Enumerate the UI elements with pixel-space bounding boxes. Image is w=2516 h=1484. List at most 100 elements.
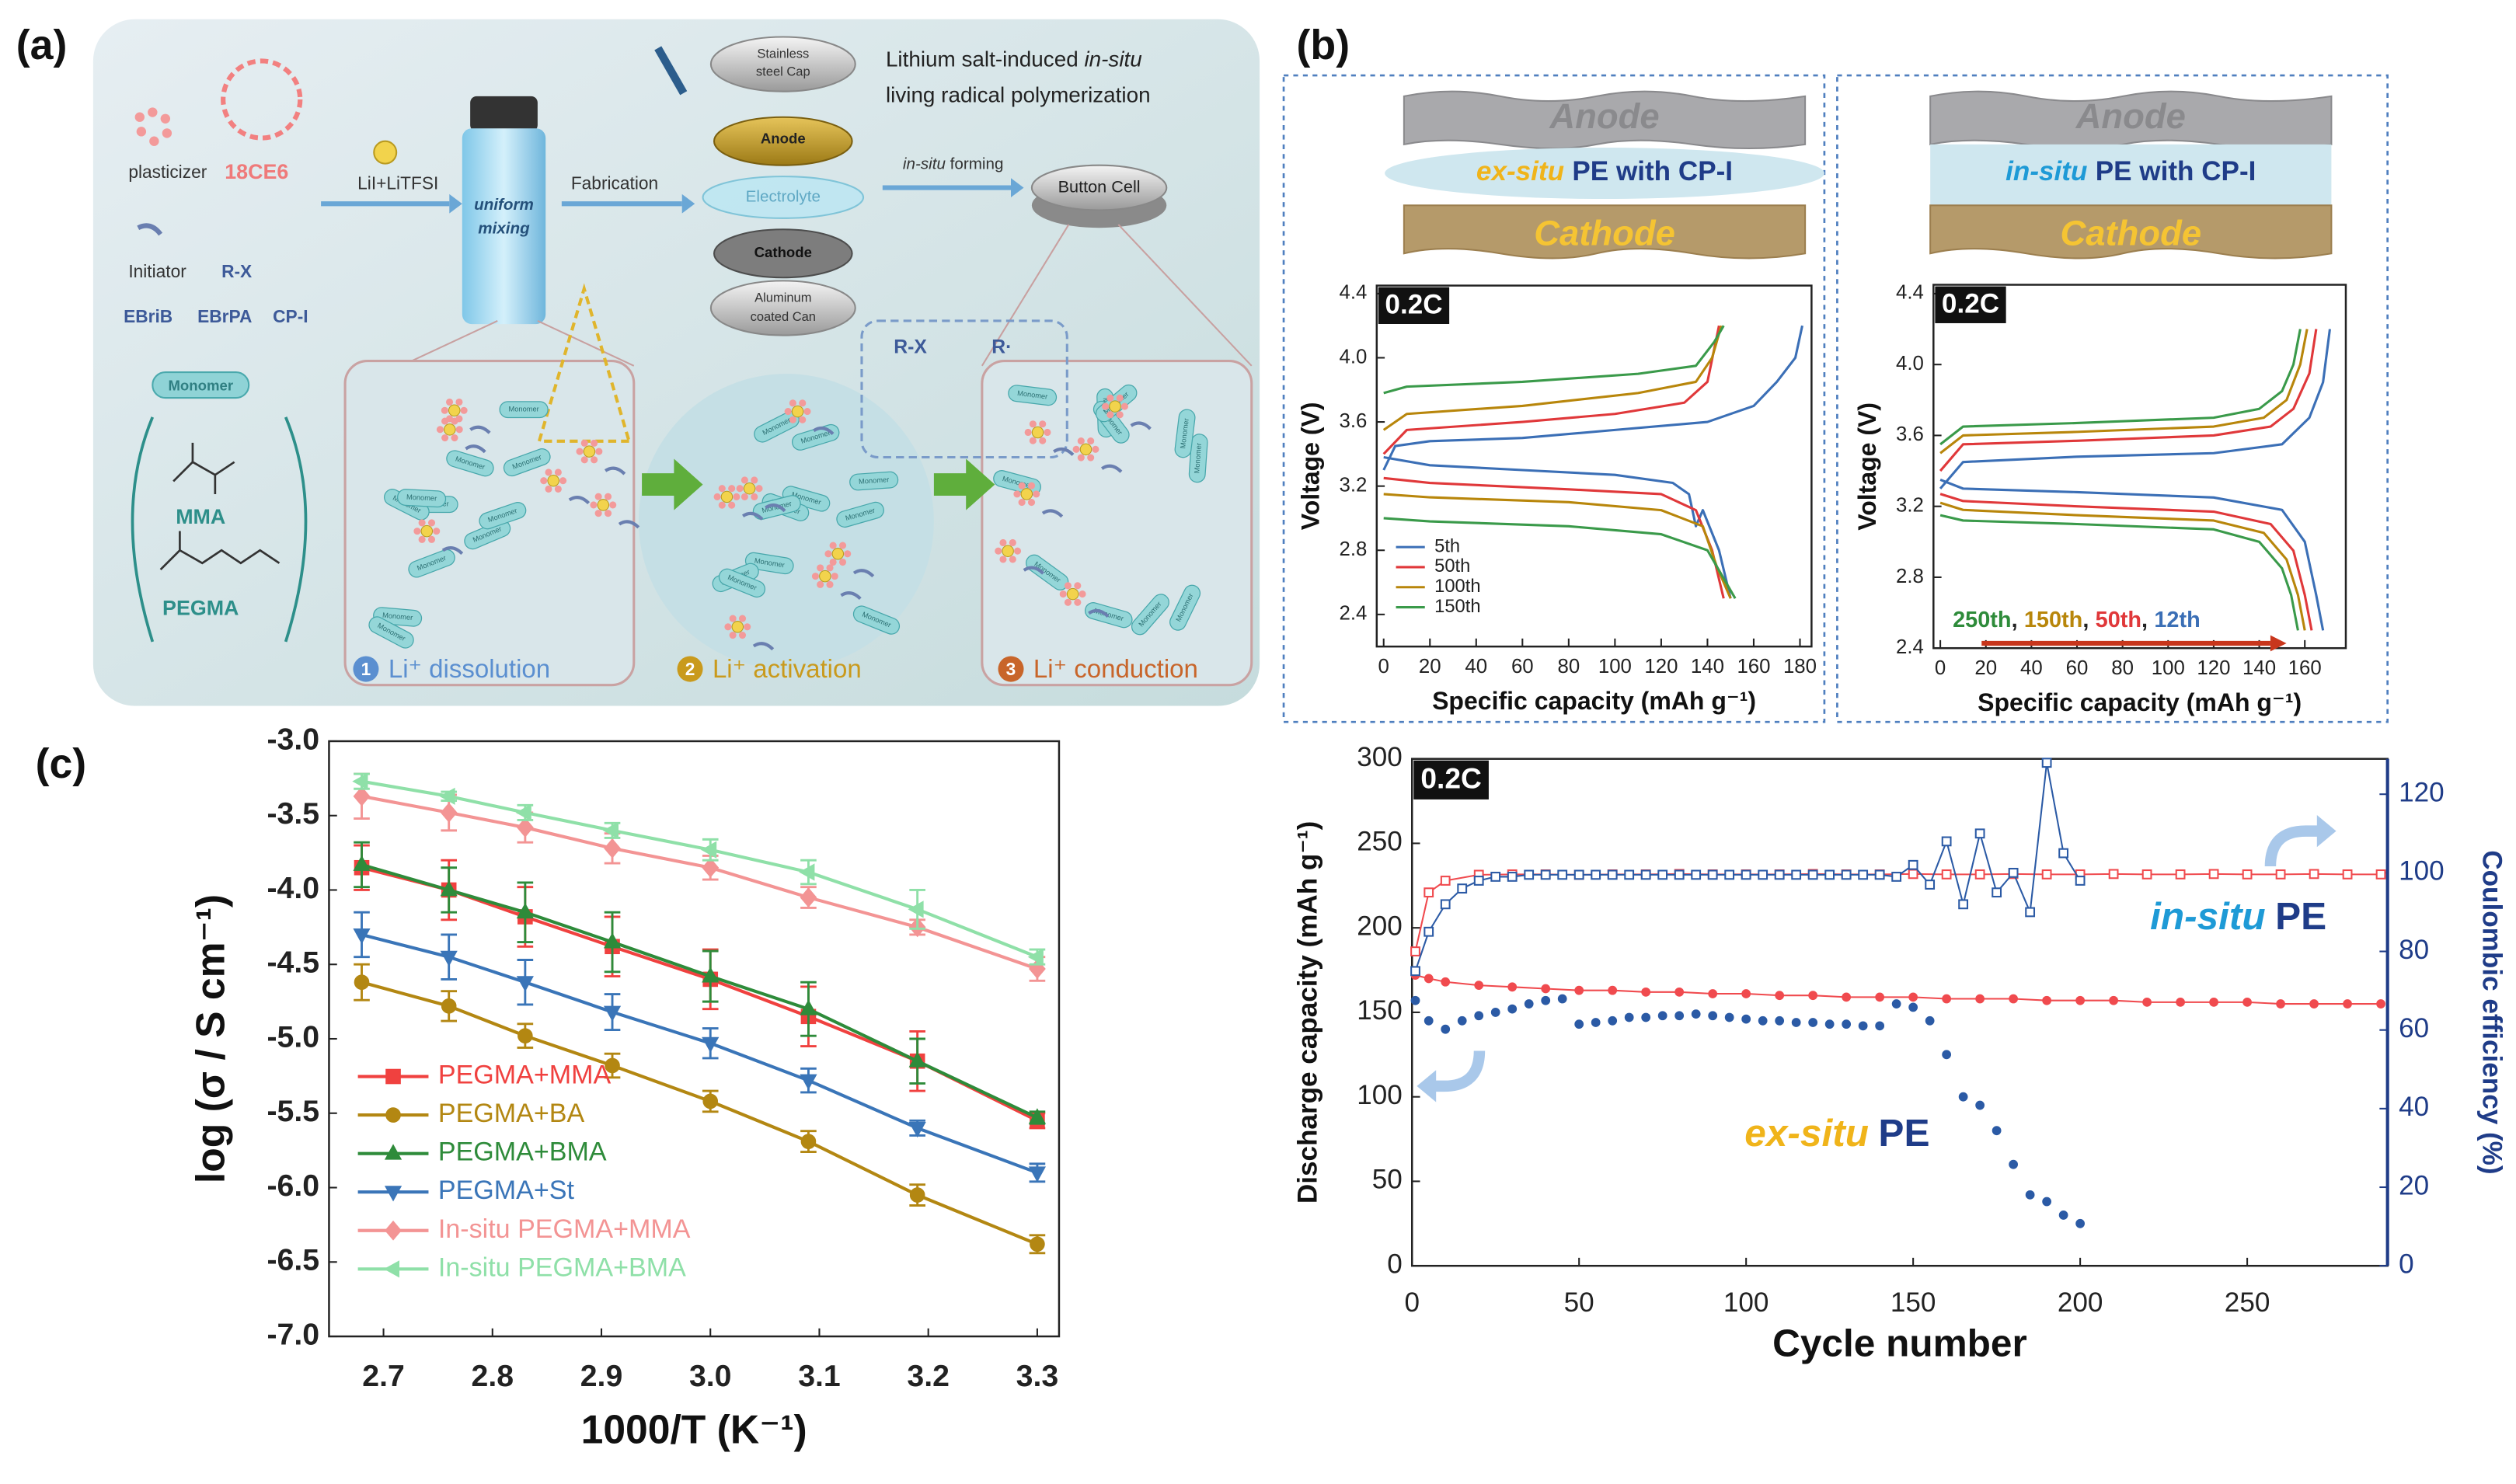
marker <box>1941 869 1952 880</box>
plasticizer-dot <box>545 485 552 493</box>
legend-label: In-situ PEGMA+MMA <box>438 1214 691 1244</box>
plasticizer-dot <box>817 564 824 572</box>
marker <box>1591 869 1601 880</box>
marker <box>1540 869 1551 880</box>
marker <box>1440 899 1451 910</box>
plot-frame <box>1410 758 2389 1267</box>
axis-arrow <box>1417 1070 1437 1103</box>
marker <box>1507 1004 1518 1014</box>
crown-ether-icon <box>221 58 303 141</box>
plasticizer-icon <box>134 107 172 146</box>
marker <box>1741 869 1751 880</box>
y2-tick-label: 20 <box>2399 1170 2429 1200</box>
plasticizer-dot <box>418 519 426 527</box>
x-tick-label: 120 <box>1644 656 1678 678</box>
plasticizer-dot <box>1079 590 1086 598</box>
series-line <box>1939 329 2309 631</box>
marker <box>1641 987 1651 997</box>
marker <box>1541 984 1551 994</box>
marker <box>385 1068 401 1085</box>
monomer-capsule <box>852 605 901 635</box>
plasticizer-dot <box>591 439 598 447</box>
series-line <box>1939 329 2302 631</box>
monomer-capsule <box>446 450 494 477</box>
x-tick-label: 2.7 <box>362 1359 405 1393</box>
salt-icon <box>373 140 398 165</box>
marker <box>1440 876 1451 886</box>
marker <box>702 857 720 878</box>
plasticizer-dot <box>729 631 737 639</box>
salt-dot <box>547 474 559 487</box>
annotation-part: PE <box>2275 894 2326 938</box>
legend-label: In-situ PEGMA+BMA <box>438 1252 686 1282</box>
marker <box>1992 887 2002 898</box>
plasticizer-dot <box>751 493 758 500</box>
marker <box>1942 1050 1952 1060</box>
marker <box>2309 999 2319 1008</box>
monomer-capsule <box>499 401 549 419</box>
plasticizer-dot <box>724 623 732 631</box>
marker <box>517 1028 533 1043</box>
plasticizer-dot <box>591 456 598 464</box>
annotation: in-situ PE <box>2150 894 2326 938</box>
marker <box>2109 995 2118 1005</box>
plasticizer-dot <box>1116 411 1124 419</box>
marker <box>2008 867 2019 878</box>
label: Lithium salt-induced <box>886 47 1079 71</box>
monomer-particle: Monomer <box>499 401 549 419</box>
marker <box>1891 999 1901 1008</box>
label: R-X <box>221 261 252 281</box>
monomer-capsule <box>1169 584 1201 631</box>
y2-tick-label: 120 <box>2399 777 2445 807</box>
electrolyte-layer <box>1385 147 1824 200</box>
marker <box>2075 1218 2086 1228</box>
monomer-capsule <box>368 616 414 649</box>
arrow <box>933 458 995 510</box>
plasticizer-dot <box>728 501 736 509</box>
separator: , <box>2141 608 2148 632</box>
monomer-capsule <box>849 471 899 491</box>
anode-label: Anode <box>2075 96 2186 136</box>
monomer-particle: Monomer <box>1008 385 1058 406</box>
label: Cathode <box>754 244 812 260</box>
plasticizer-dot <box>1064 598 1072 606</box>
arrow-head <box>1011 178 1024 197</box>
step-label: Li⁺ dissolution <box>389 654 550 683</box>
plasticizer-dot <box>427 535 436 543</box>
marker <box>1410 946 1420 956</box>
electrolyte-label-part: PE with CP-I <box>1572 156 1733 186</box>
plasticizer-dot <box>1087 437 1095 445</box>
marker <box>1842 1019 1852 1029</box>
x-tick-label: 20 <box>1974 657 1997 679</box>
marker <box>1424 926 1434 937</box>
bottle <box>462 128 546 325</box>
plasticizer-dot <box>1116 394 1124 402</box>
label: R-X <box>894 337 927 358</box>
marker <box>2009 1159 2019 1169</box>
annotation-arrow-head <box>2270 635 2287 652</box>
cathode-disk <box>713 228 853 279</box>
plasticizer-dot <box>451 434 458 442</box>
step-number: 1 <box>361 659 371 679</box>
marker <box>352 772 368 790</box>
y-tick-label: -5.5 <box>267 1094 319 1128</box>
label: uniform <box>474 196 534 214</box>
marker <box>2175 869 2186 880</box>
series-line <box>1383 325 1737 599</box>
y-tick-label: 250 <box>1357 827 1403 857</box>
y-tick-label: -3.5 <box>267 796 319 831</box>
label: Initiator <box>128 261 186 281</box>
x-tick-label: 100 <box>2152 657 2185 679</box>
monomer-capsule <box>503 448 551 477</box>
chain <box>1130 421 1152 430</box>
monomer-capsule <box>1174 409 1196 458</box>
label: R· <box>991 337 1012 358</box>
y2-tick-label: 0 <box>2399 1249 2414 1279</box>
marker <box>439 787 455 805</box>
y-tick-label: 4.0 <box>1896 353 1924 374</box>
marker <box>908 1051 926 1068</box>
chain <box>568 496 591 505</box>
chain <box>441 546 464 556</box>
chain <box>741 511 764 521</box>
